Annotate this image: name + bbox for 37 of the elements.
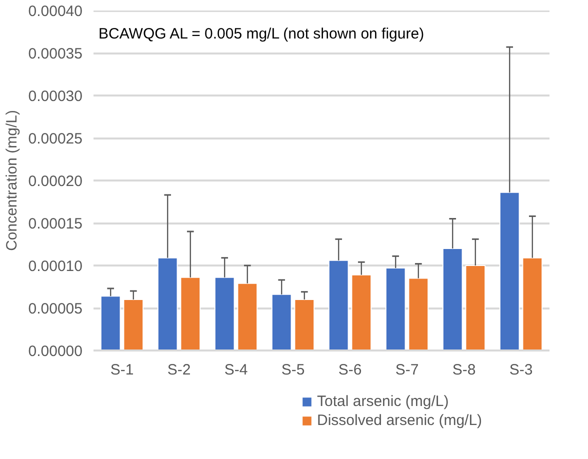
- legend-label: Dissolved arsenic (mg/L): [317, 412, 482, 429]
- y-tick-label: 0.00015: [28, 216, 83, 232]
- y-tick-label: 0.00035: [28, 46, 83, 62]
- y-tick-label: 0.00000: [28, 343, 83, 360]
- bar: [442, 248, 463, 350]
- x-tick-label: S-7: [395, 362, 419, 378]
- y-tick-label: 0.00005: [28, 300, 83, 318]
- y-tick-label: 0.00010: [28, 258, 83, 275]
- bar: [214, 276, 235, 350]
- y-tick-label: 0.00040: [28, 3, 83, 20]
- bar: [123, 299, 144, 350]
- y-tick-label: 0.00030: [28, 88, 83, 105]
- bar: [385, 268, 406, 350]
- bar: [294, 299, 315, 350]
- x-tick-label: S-4: [224, 362, 248, 378]
- y-tick-label: 0.00020: [28, 173, 83, 190]
- x-tick-label: S-1: [110, 362, 134, 378]
- bar: [328, 260, 349, 350]
- bar: [180, 276, 201, 350]
- bar: [271, 294, 292, 350]
- bar: [351, 274, 372, 350]
- legend-label: Total arsenic (mg/L): [317, 393, 449, 410]
- bar: [499, 192, 520, 350]
- x-tick-label: S-6: [338, 362, 362, 378]
- bar: [100, 296, 121, 350]
- x-tick-label: S-8: [452, 362, 476, 378]
- x-tick-label: S-5: [281, 362, 305, 378]
- bar: [237, 282, 258, 350]
- bar: [408, 278, 429, 350]
- annotation: BCAWQG AL = 0.005 mg/L (not shown on figure): [98, 26, 424, 42]
- y-tick-label: 0.00025: [28, 130, 83, 148]
- bar: [157, 257, 178, 350]
- bar: [522, 257, 543, 350]
- y-axis-title: Concentration (mg/L): [3, 110, 20, 251]
- x-tick-label: S-3: [509, 362, 533, 378]
- x-tick-label: S-2: [167, 362, 191, 378]
- bar: [465, 265, 486, 350]
